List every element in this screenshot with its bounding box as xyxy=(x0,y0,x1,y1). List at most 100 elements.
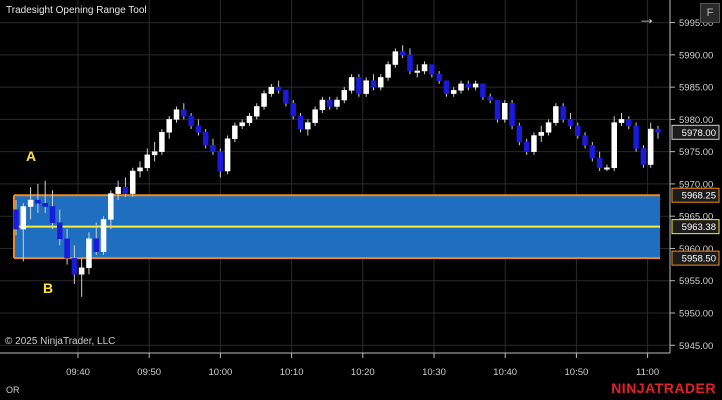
candle-body-up xyxy=(450,90,457,94)
candle-body-down xyxy=(480,83,486,98)
candle-body-down xyxy=(523,141,530,152)
candle-body-down xyxy=(35,199,41,204)
candle xyxy=(188,112,194,130)
candle xyxy=(129,167,136,197)
range-mid-badge: 5963.38 xyxy=(671,219,720,235)
candle xyxy=(305,119,311,136)
indicator-title: Tradesight Opening Range Tool xyxy=(6,5,147,16)
candle xyxy=(159,129,165,155)
candle-body-down xyxy=(443,80,450,94)
candle-body-up xyxy=(545,122,552,133)
candle-body-up xyxy=(604,167,610,170)
y-tick-label: 5970.00 xyxy=(679,179,713,190)
candle xyxy=(516,122,523,146)
opening-range-zone[interactable] xyxy=(13,194,660,260)
candle-body-up xyxy=(647,128,654,165)
candle xyxy=(392,48,399,68)
candle xyxy=(210,138,216,155)
candle-body-down xyxy=(13,209,19,230)
candle xyxy=(582,132,588,149)
candle-body-down xyxy=(596,157,603,169)
candle xyxy=(348,74,355,94)
candle-body-down xyxy=(93,238,99,252)
candle-body-up xyxy=(421,64,428,72)
candle xyxy=(399,45,406,59)
candle xyxy=(494,99,501,123)
candle xyxy=(640,145,647,168)
candle xyxy=(57,209,63,246)
candle-body-up xyxy=(108,193,114,220)
candle xyxy=(538,125,545,142)
candle xyxy=(436,70,442,84)
x-tick-label: 10:50 xyxy=(565,367,589,378)
candle-body-down xyxy=(516,125,523,143)
candle xyxy=(611,116,617,172)
range-low-badge: 5958.50 xyxy=(671,250,720,266)
candle xyxy=(326,96,333,110)
range-low-badge-box xyxy=(671,250,720,266)
flag-button[interactable]: F xyxy=(700,3,720,23)
candle-body-up xyxy=(305,122,311,130)
candle-body-down xyxy=(181,109,187,117)
candle-body-down xyxy=(42,203,48,207)
candle xyxy=(93,222,99,255)
candle-body-up xyxy=(312,109,318,123)
candle xyxy=(86,232,92,275)
candle-body-down xyxy=(487,96,493,101)
candle-body-up xyxy=(363,80,369,94)
price-axis[interactable]: 5945.00 5950.00 5955.00 5960.00 5965.00 5970.… xyxy=(670,18,713,352)
candle xyxy=(589,141,596,162)
price-badges: 5978.00 5968.25 5963.38 5958.50 xyxy=(671,124,720,266)
candles xyxy=(13,45,661,297)
candle xyxy=(27,187,34,220)
brand-logo: NINJATRADER xyxy=(611,380,716,396)
candle xyxy=(429,64,435,78)
candle xyxy=(472,80,479,91)
range-high-badge-text: 5968.25 xyxy=(682,191,716,202)
candle-body-up xyxy=(27,199,34,207)
candle xyxy=(297,112,304,133)
candle xyxy=(173,106,180,123)
candle xyxy=(78,258,85,297)
x-tick-label: 10:20 xyxy=(351,367,375,378)
candle-body-down xyxy=(575,125,581,136)
time-axis[interactable]: 09:40 09:50 10:00 10:10 10:20 10:30 10:40 10:50… xyxy=(66,353,659,378)
candle xyxy=(421,61,428,75)
candle-body-down xyxy=(283,90,289,104)
candle xyxy=(224,135,231,175)
candle-body-up xyxy=(414,70,420,73)
marker-a: A xyxy=(26,148,37,164)
candle-body-down xyxy=(640,148,647,165)
candle-body-down xyxy=(494,99,501,120)
candle-body-down xyxy=(210,144,216,152)
x-tick-label: 10:40 xyxy=(493,367,517,378)
arrow-right-icon[interactable]: → xyxy=(638,8,656,28)
candle-body-down xyxy=(49,206,56,223)
candle-body-down xyxy=(560,106,566,120)
candle-body-up xyxy=(261,93,267,107)
y-tick-label: 5980.00 xyxy=(679,115,713,126)
candle xyxy=(71,245,78,284)
candle-body-up xyxy=(232,125,238,139)
candle-body-up xyxy=(472,83,479,88)
candle xyxy=(370,74,377,91)
candle-body-up xyxy=(246,115,253,123)
candle-body-down xyxy=(122,186,129,194)
y-tick-label: 5965.00 xyxy=(679,212,713,223)
range-high-badge-box xyxy=(671,187,720,203)
candle-body-up xyxy=(334,99,340,107)
candle xyxy=(502,100,508,123)
candle xyxy=(202,129,209,149)
candle-body-up xyxy=(392,51,399,65)
candle-body-down xyxy=(370,80,377,88)
y-tick-label: 5985.00 xyxy=(679,83,713,94)
candle-body-up xyxy=(531,135,537,152)
candle xyxy=(385,61,391,81)
candle xyxy=(414,64,420,78)
range-low-badge-text: 5958.50 xyxy=(682,254,716,265)
candle xyxy=(246,112,253,126)
candle xyxy=(283,90,289,107)
candle-body-down xyxy=(326,99,333,107)
y-tick-label: 5990.00 xyxy=(679,50,713,61)
